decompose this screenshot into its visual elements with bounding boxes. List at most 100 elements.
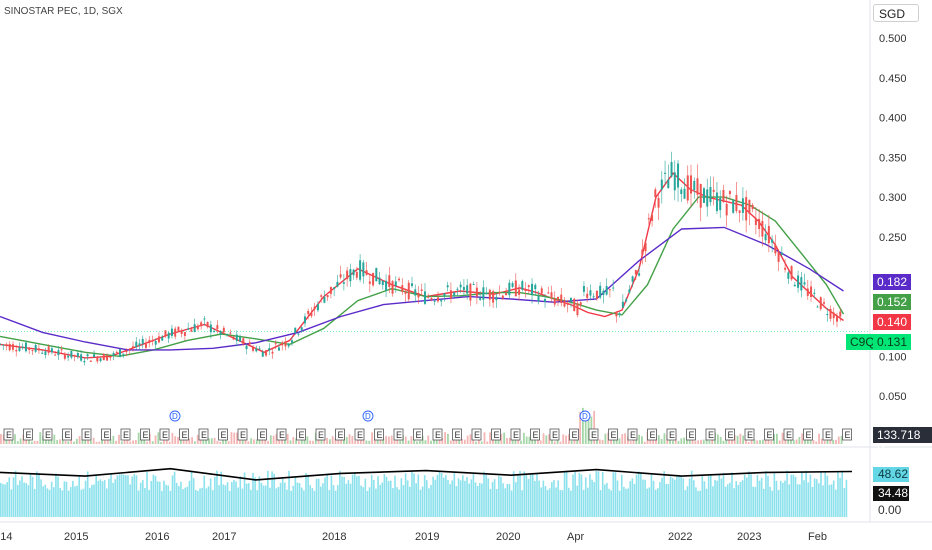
price-candle-body [683,188,686,199]
rsi-bar [837,472,839,517]
price-candle-body [294,327,297,333]
rsi-bar [271,471,273,517]
rsi-bar [125,475,127,517]
price-candle-body [693,181,696,191]
volume-bar [92,437,95,444]
price-candle-body [511,283,514,287]
rsi-bar [163,480,165,517]
volume-bar [427,435,430,444]
volume-bar [191,437,193,444]
rsi-tick-label: 0.00 [878,503,902,517]
price-candle-body [24,342,27,352]
rsi-bar [807,482,810,517]
rsi-bar [805,470,807,517]
price-candle-body [738,210,741,213]
rsi-bar [226,482,229,517]
volume-bar [120,441,123,444]
rsi-bar [6,482,8,517]
price-tick-label: 0.500 [879,33,907,45]
price-candle-body [290,340,293,343]
rsi-bar [288,470,290,517]
rsi-bar [510,490,513,517]
price-candle-body [106,355,109,361]
rsi-bar [559,490,562,517]
volume-bar [508,437,511,444]
rsi-bar [493,479,496,517]
volume-bar [81,439,84,444]
rsi-bar [576,485,579,517]
rsi-bar [169,490,172,517]
earnings-marker [666,428,677,441]
volume-bar [444,432,447,444]
volume-bar [598,439,601,444]
rsi-bar [714,479,716,517]
rsi-bar [620,474,623,517]
price-candle-body [586,293,589,298]
rsi-bar [705,488,708,517]
rsi-bar [129,484,131,517]
price-candle-body [839,311,842,317]
rsi-bar [593,482,596,517]
rsi-bar [298,483,301,517]
earnings-marker-label: E [630,430,636,440]
rsi-bar [385,476,388,517]
volume-bar [33,440,36,444]
price-candle-body [641,249,644,255]
rsi-bar [451,480,454,517]
price-candle-body [219,330,222,335]
rsi-bar [36,471,38,517]
earnings-marker [569,428,579,441]
rsi-bar [722,472,725,517]
price-candle-body [829,308,832,319]
volume-bar [19,438,22,444]
volume-bar [708,440,711,444]
rsi-bar [500,477,502,517]
price-candle-body [96,357,99,362]
rsi-bar [544,486,547,517]
rsi-bar [801,472,803,517]
volume-bar [334,438,337,444]
earnings-marker [354,428,365,441]
price-candle-body [109,356,112,358]
volume-bar [671,440,674,444]
rsi-bar [743,474,746,517]
price-candle-body [394,281,397,286]
rsi-bar [105,488,108,517]
price-candle-body [271,351,274,354]
earnings-marker [842,428,852,441]
price-candle-body [41,352,44,354]
time-axis-label: 2019 [415,531,439,543]
rsi-bar [392,488,394,517]
rsi-bar [546,490,549,517]
rsi-bar [173,471,176,517]
volume-bar [596,437,598,444]
price-candle-body [135,341,138,348]
rsi-bar [428,488,430,517]
rsi-bar [148,489,150,517]
price-candle-body [252,347,255,351]
price-candle-body [144,343,147,348]
rsi-bar [625,488,627,517]
volume-bar [199,439,202,444]
currency-selector[interactable]: SGD [873,4,919,22]
price-candle-body [50,348,53,353]
rsi-bar [561,490,564,517]
rsi-bar [716,480,718,517]
volume-bar [700,439,702,444]
earnings-marker [705,428,716,441]
rsi-bar [341,476,343,517]
rsi-bar [724,486,727,517]
rsi-bar [826,475,829,517]
price-tick-label: 0.100 [879,351,907,363]
volume-bar [680,438,683,444]
volume-bar [801,433,804,444]
price-candle-body [57,350,60,356]
rsi-bar [733,488,735,517]
volume-bar [705,438,708,444]
price-candle-body [579,302,582,306]
rsi-bar [771,490,774,517]
price-tick-label: 0.450 [879,73,907,85]
price-candle-body [647,218,650,220]
rsi-bar [197,490,199,517]
